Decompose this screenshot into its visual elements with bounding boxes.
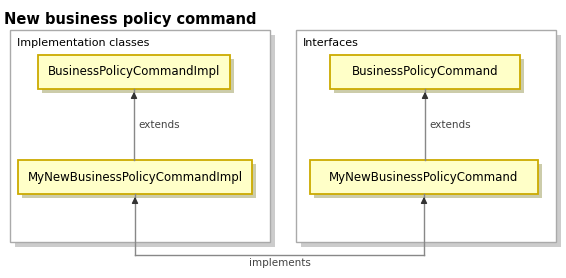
- Bar: [330, 55, 520, 89]
- Bar: [10, 30, 270, 242]
- Bar: [22, 164, 256, 198]
- Bar: [38, 55, 230, 89]
- Bar: [15, 35, 275, 247]
- Bar: [301, 35, 561, 247]
- Bar: [296, 30, 556, 242]
- Text: New business policy command: New business policy command: [4, 12, 256, 27]
- Bar: [42, 59, 234, 93]
- Bar: [18, 160, 252, 194]
- Text: extends: extends: [429, 120, 470, 130]
- Text: Interfaces: Interfaces: [303, 38, 359, 48]
- Text: extends: extends: [138, 120, 179, 130]
- Bar: [310, 160, 538, 194]
- Text: implements: implements: [248, 258, 310, 268]
- Bar: [314, 164, 542, 198]
- Text: Implementation classes: Implementation classes: [17, 38, 149, 48]
- Text: MyNewBusinessPolicyCommandImpl: MyNewBusinessPolicyCommandImpl: [27, 170, 243, 183]
- Bar: [334, 59, 524, 93]
- Text: BusinessPolicyCommand: BusinessPolicyCommand: [351, 66, 498, 78]
- Text: BusinessPolicyCommandImpl: BusinessPolicyCommandImpl: [48, 66, 220, 78]
- Text: MyNewBusinessPolicyCommand: MyNewBusinessPolicyCommand: [329, 170, 518, 183]
